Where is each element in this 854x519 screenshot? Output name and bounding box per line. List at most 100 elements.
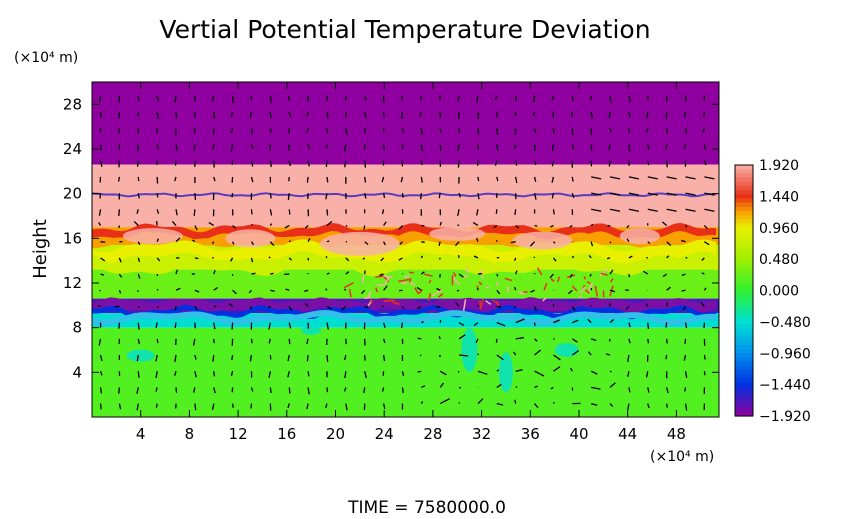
wind-arrow <box>137 322 140 330</box>
wind-arrow <box>702 128 706 133</box>
wind-arrow <box>136 354 139 362</box>
colorbar-segment <box>735 332 753 338</box>
wind-arrow <box>288 257 292 261</box>
wind-arrow <box>363 225 366 230</box>
wind-arrow <box>307 160 310 167</box>
wind-arrow <box>552 128 555 134</box>
wind-arrow <box>553 354 561 361</box>
wind-arrow <box>288 144 290 151</box>
wind-arrow <box>419 111 422 118</box>
wind-arrow <box>416 286 422 291</box>
wind-arrow <box>628 273 631 278</box>
wind-arrow <box>136 403 139 411</box>
wind-arrow <box>194 306 198 311</box>
wind-arrow <box>666 176 677 180</box>
cold-band <box>92 304 716 320</box>
wind-arrow <box>609 269 614 275</box>
wind-arrow <box>646 112 649 119</box>
colorbar-segment <box>735 399 753 405</box>
wind-arrow <box>98 338 102 346</box>
wind-arrow <box>250 128 254 135</box>
y-tick-label: 28 <box>63 95 82 113</box>
wind-arrow <box>250 403 253 409</box>
wind-arrow <box>572 319 579 324</box>
mixing-filament <box>583 275 587 280</box>
wind-arrow <box>477 112 480 120</box>
wind-arrow <box>401 387 404 394</box>
wind-arrow <box>571 338 578 343</box>
wind-arrow <box>661 221 668 226</box>
wind-arrow <box>381 387 385 392</box>
wind-arrow <box>534 272 536 275</box>
colorbar-segment <box>735 290 753 296</box>
wind-arrow <box>383 285 388 291</box>
wind-arrow <box>477 370 488 375</box>
mixing-filament <box>409 281 416 286</box>
wind-arrow <box>628 192 640 196</box>
colorbar-frame <box>734 164 754 417</box>
wind-arrow <box>457 255 460 258</box>
wind-arrow <box>174 354 177 363</box>
wind-arrow <box>473 255 479 259</box>
wind-arrow <box>364 176 367 183</box>
wind-arrow <box>155 371 158 379</box>
wind-arrow <box>571 306 576 311</box>
wind-arrow <box>155 387 158 392</box>
wind-arrow <box>628 144 631 152</box>
colorbar-segment <box>735 273 753 279</box>
colorbar-segment <box>735 244 753 250</box>
wind-arrow <box>284 224 290 229</box>
wind-arrow <box>326 387 329 393</box>
wind-arrow <box>530 289 535 293</box>
wind-arrow <box>400 322 404 329</box>
wind-arrow <box>401 371 405 377</box>
mixing-filament <box>485 300 492 305</box>
wind-arrow <box>137 95 140 101</box>
wind-arrow <box>647 387 650 393</box>
wind-arrow <box>591 208 602 212</box>
wind-arrow <box>496 322 506 327</box>
wind-arrow <box>666 208 677 212</box>
wind-arrow <box>325 192 328 200</box>
wind-arrow <box>569 273 573 278</box>
wind-arrow <box>496 176 499 182</box>
mixing-filament <box>414 287 420 295</box>
wind-arrow <box>344 371 347 379</box>
wind-arrow <box>608 338 611 342</box>
mixing-filament <box>598 268 608 278</box>
wind-arrow <box>364 241 369 246</box>
wind-arrow <box>268 338 271 344</box>
wind-arrow <box>306 128 309 133</box>
wind-arrow <box>589 273 592 277</box>
wind-arrow <box>156 209 160 214</box>
wind-arrow <box>156 257 161 262</box>
wind-arrow <box>590 223 594 227</box>
wind-arrow <box>455 302 460 307</box>
wind-arrow <box>533 160 537 166</box>
wind-arrow <box>493 224 498 229</box>
wind-arrow <box>666 241 672 246</box>
y-axis: 4 8 12 16 20 24 28 <box>63 95 719 381</box>
mixing-filament <box>571 285 578 292</box>
wind-arrow <box>398 225 403 230</box>
wind-arrow <box>307 144 311 150</box>
wind-arrow <box>251 272 256 275</box>
wind-arrow <box>344 160 347 168</box>
wind-arrow <box>231 322 234 330</box>
x-tick-label: 48 <box>667 425 686 443</box>
wind-arrow <box>475 338 479 343</box>
wind-arrow <box>439 221 442 226</box>
wind-arrow <box>628 338 631 344</box>
wind-arrow <box>232 241 235 245</box>
mixing-filament <box>585 289 590 294</box>
wind-arrow <box>269 387 272 394</box>
mixing-filament <box>423 273 433 277</box>
colorbar-segment <box>735 303 753 308</box>
wind-arrow <box>456 289 460 292</box>
wind-arrow <box>193 209 196 217</box>
wind-arrow <box>250 257 254 263</box>
wind-arrow <box>175 237 181 243</box>
wind-arrow <box>213 387 216 394</box>
colorbar-segment <box>735 357 753 363</box>
wind-arrow <box>609 370 612 373</box>
